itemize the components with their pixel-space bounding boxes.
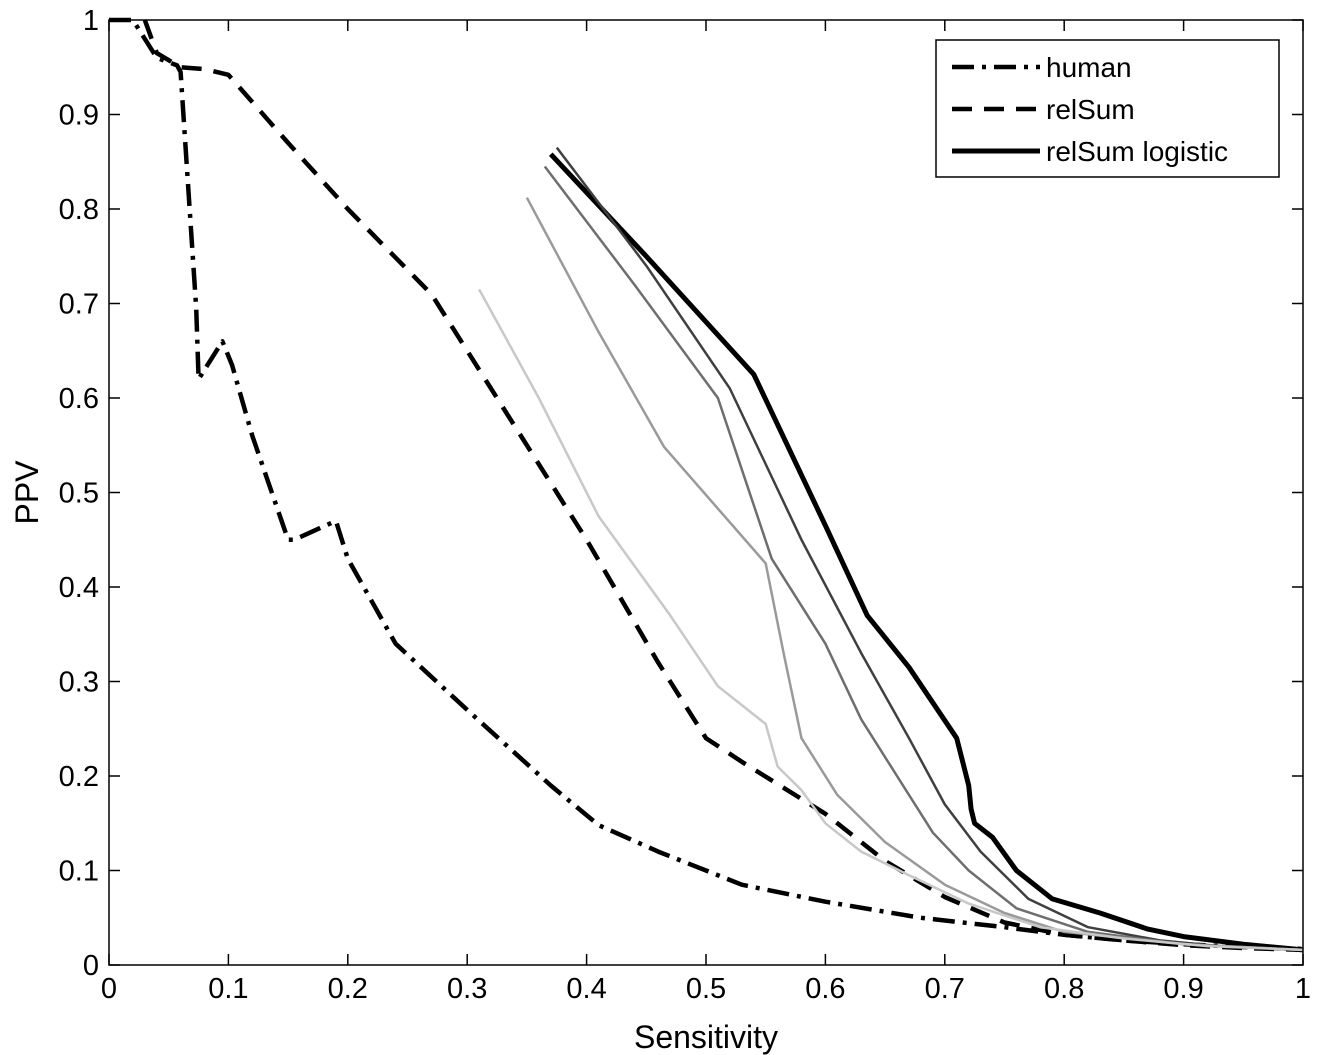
x-tick-label: 0.3	[447, 973, 487, 1005]
x-tick-label: 0.5	[686, 973, 726, 1005]
x-tick-label: 1	[1295, 973, 1311, 1005]
legend-label: relSum logistic	[1046, 136, 1228, 167]
x-tick-label: 0	[101, 973, 117, 1005]
y-tick-label: 0.6	[59, 383, 99, 415]
axis-ticks	[108, 19, 1304, 966]
tick-labels: 0 0.1 0.2 0.3 0.4 0.5 0.6 0.7 0.8 0.9 1 0 0.1 0.2 0.3 0…	[59, 5, 1311, 1005]
series-line-5	[525, 197, 1304, 952]
y-tick-label: 0.4	[59, 572, 99, 604]
series-line-6	[478, 288, 1304, 952]
series-line-4	[543, 165, 1304, 952]
x-axis-title: Sensitivity	[634, 1019, 778, 1055]
series-line-relSum-logistic	[548, 152, 1304, 953]
y-tick-label: 0.1	[59, 856, 99, 888]
y-tick-label: 0.2	[59, 761, 99, 793]
x-tick-label: 0.2	[328, 973, 368, 1005]
x-tick-label: 0.8	[1044, 973, 1084, 1005]
series-line-human	[109, 17, 1304, 952]
y-tick-label: 1	[83, 5, 99, 37]
y-axis-title: PPV	[9, 460, 45, 525]
y-tick-label: 0.3	[59, 667, 99, 699]
y-tick-label: 0.9	[59, 100, 99, 132]
x-tick-label: 0.4	[566, 973, 606, 1005]
plot-lines	[109, 17, 1304, 953]
legend: human relSum relSum logistic	[935, 39, 1280, 178]
x-tick-label: 0.7	[925, 973, 965, 1005]
y-tick-label: 0.5	[59, 478, 99, 510]
y-tick-label: 0.8	[59, 194, 99, 226]
legend-label: relSum	[1046, 94, 1135, 125]
x-tick-label: 0.9	[1163, 973, 1203, 1005]
y-tick-label: 0.7	[59, 289, 99, 321]
y-tick-label: 0	[83, 950, 99, 982]
series-line-relSum	[142, 19, 1304, 953]
legend-label: human	[1046, 52, 1132, 83]
x-tick-label: 0.1	[208, 973, 248, 1005]
x-tick-label: 0.6	[805, 973, 845, 1005]
